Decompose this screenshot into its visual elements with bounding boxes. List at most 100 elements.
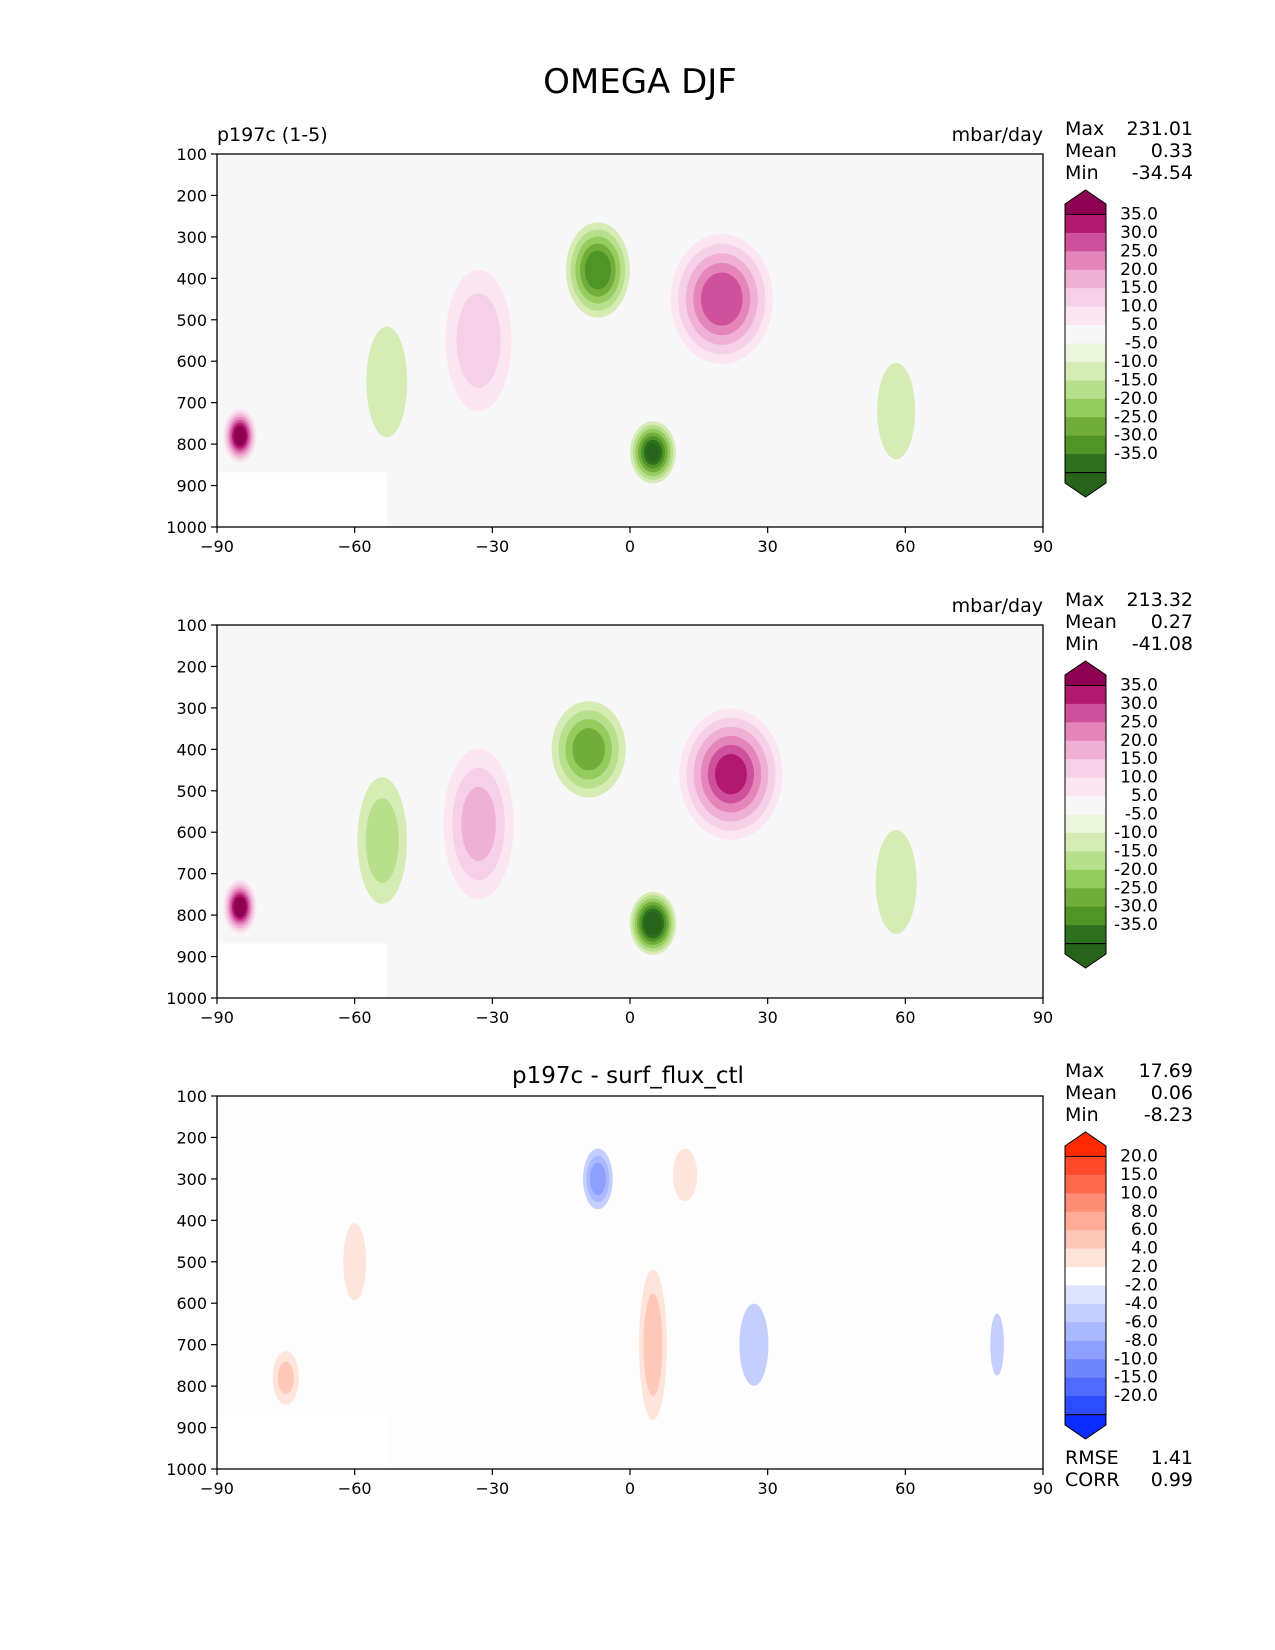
panel-1-contour-field <box>217 154 1043 527</box>
colorbar-band <box>1065 343 1106 363</box>
contour-feature <box>629 421 676 484</box>
colorbar-band <box>1065 1285 1106 1305</box>
colorbar-tick-label: -20.0 <box>1114 1386 1158 1406</box>
colorbar-extend-min <box>1064 1414 1107 1440</box>
contour-level <box>461 786 496 862</box>
contour-feature <box>366 326 408 438</box>
colorbar-band <box>1065 869 1106 889</box>
colorbar-band <box>1065 232 1106 252</box>
colorbar-band <box>1065 325 1106 344</box>
colorbar-frame <box>1064 1155 1107 1416</box>
colorbar-extend-min <box>1064 943 1107 969</box>
y-tick-label: 1000 <box>166 989 207 1008</box>
x-tick-label: 60 <box>895 537 915 556</box>
x-tick-label: 90 <box>1033 1479 1053 1498</box>
colorbar-extend-min <box>1064 472 1107 498</box>
colorbar-tick-label: 25.0 <box>1120 712 1158 732</box>
colorbar-tick-label: -20.0 <box>1114 860 1158 880</box>
colorbar-band <box>1065 685 1106 705</box>
panel-2-colorbar: 35.030.025.020.015.010.05.0-5.0-10.0-15.… <box>1064 660 1158 969</box>
colorbar-tick-label: 5.0 <box>1131 786 1158 806</box>
panel-2-stat-max-value: 213.32 <box>1127 589 1193 611</box>
y-tick-label: 900 <box>176 1419 207 1438</box>
colorbar-tick-label: 5.0 <box>1131 315 1158 335</box>
colorbar-tick-label: -15.0 <box>1114 370 1158 390</box>
colorbar-tick-label: -20.0 <box>1114 389 1158 409</box>
colorbar-band <box>1065 1193 1106 1213</box>
panel-1-stat-max-label: Max <box>1065 118 1104 140</box>
colorbar-tick-label: -8.0 <box>1125 1331 1158 1351</box>
panel-3-contour-field <box>217 1096 1043 1469</box>
colorbar-tick-label: 35.0 <box>1120 675 1158 695</box>
y-tick-label: 400 <box>176 1211 207 1230</box>
colorbar-band <box>1065 1359 1106 1379</box>
y-tick-label: 700 <box>176 1336 207 1355</box>
y-tick-label: 700 <box>176 394 207 413</box>
y-tick-label: 100 <box>176 145 207 164</box>
colorbar-band <box>1065 1377 1106 1397</box>
colorbar-band <box>1065 703 1106 723</box>
contour-feature <box>445 269 512 412</box>
colorbar-band <box>1065 1340 1106 1360</box>
x-tick-label: 0 <box>625 537 635 556</box>
panel-2-stat-mean-label: Mean <box>1065 611 1117 633</box>
contour-level <box>584 250 611 290</box>
colorbar-tick-label: -30.0 <box>1114 897 1158 917</box>
figure-title: OMEGA DJF <box>543 62 737 102</box>
y-tick-label: 900 <box>176 477 207 496</box>
colorbar-tick-label: 25.0 <box>1120 241 1158 261</box>
colorbar-band <box>1065 288 1106 308</box>
x-tick-label: 0 <box>625 1479 635 1498</box>
contour-feature <box>877 362 916 460</box>
contour-feature <box>223 408 257 463</box>
plot-background <box>217 1096 1043 1469</box>
colorbar-tick-label: 10.0 <box>1120 768 1158 788</box>
contour-level <box>233 425 247 446</box>
contour-feature <box>639 1269 667 1420</box>
colorbar-tick-label: -25.0 <box>1114 407 1158 427</box>
topography-mask <box>217 472 387 527</box>
contour-level <box>233 896 247 917</box>
colorbar-band <box>1065 1211 1106 1231</box>
colorbar-band <box>1065 759 1106 779</box>
panel-1-colorbar: 35.030.025.020.015.010.05.0-5.0-10.0-15.… <box>1064 189 1158 498</box>
colorbar-band <box>1065 1174 1106 1194</box>
panel-3-title: p197c - surf_flux_ctl <box>512 1063 744 1089</box>
colorbar-tick-label: 15.0 <box>1120 1165 1158 1185</box>
x-tick-label: 30 <box>757 1008 777 1027</box>
y-tick-label: 600 <box>176 352 207 371</box>
contour-level <box>739 1303 769 1386</box>
colorbar-tick-label: -15.0 <box>1114 1368 1158 1388</box>
contour-feature <box>990 1313 1004 1376</box>
y-tick-label: 200 <box>176 186 207 205</box>
x-tick-label: −90 <box>200 1479 234 1498</box>
colorbar-tick-label: 8.0 <box>1131 1202 1158 1222</box>
panel-3-rmse-label: RMSE <box>1065 1447 1119 1469</box>
contour-feature <box>551 701 626 798</box>
contour-level <box>343 1223 367 1301</box>
y-tick-label: 800 <box>176 1377 207 1396</box>
y-tick-label: 800 <box>176 906 207 925</box>
contour-level <box>646 443 660 462</box>
colorbar-band <box>1065 851 1106 871</box>
panel-1-stat-mean-value: 0.33 <box>1151 140 1193 162</box>
contour-level <box>643 1293 663 1396</box>
y-tick-label: 100 <box>176 616 207 635</box>
panel-1-units: mbar/day <box>952 124 1043 146</box>
panel-1-stat-max-value: 231.01 <box>1127 118 1193 140</box>
contour-level <box>672 1148 698 1202</box>
colorbar-band <box>1065 306 1106 326</box>
contour-feature <box>565 222 630 318</box>
contour-level <box>990 1313 1004 1376</box>
topography-mask <box>217 943 387 998</box>
contour-level <box>277 1361 294 1394</box>
x-tick-label: −60 <box>338 1008 372 1027</box>
y-tick-label: 1000 <box>166 1460 207 1479</box>
colorbar-tick-label: -10.0 <box>1114 823 1158 843</box>
y-tick-label: 600 <box>176 1294 207 1313</box>
x-tick-label: −30 <box>475 537 509 556</box>
contour-feature <box>223 879 257 934</box>
x-tick-label: −90 <box>200 1008 234 1027</box>
